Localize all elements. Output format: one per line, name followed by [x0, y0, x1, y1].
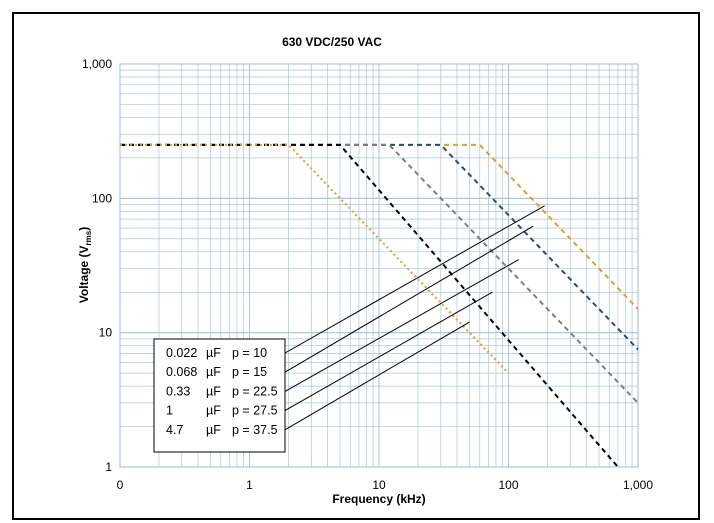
x-tick-label: 100 [498, 478, 518, 492]
legend: 0.022 µF p = 10 0.068 µF p = 15 0.33 µF p = 22.5… [153, 338, 286, 453]
legend-leader-line [284, 225, 534, 373]
legend-leader-line [284, 259, 519, 392]
x-tick-labels: 0 1 10 100 1,000 [117, 478, 654, 492]
x-tick-label: 10 [372, 478, 386, 492]
legend-cap-unit: µF [206, 423, 221, 437]
series-line-3 [120, 143, 639, 404]
legend-box [153, 338, 286, 453]
y-axis-label: Voltage (Vrms) [77, 227, 93, 303]
legend-leader-line [284, 291, 493, 412]
legend-cap-unit: µF [206, 404, 221, 418]
y-tick-label: 10 [99, 326, 113, 340]
series-lines [120, 143, 639, 468]
legend-cap-value: 1 [166, 404, 173, 418]
legend-cap-unit: µF [206, 346, 221, 360]
legend-pitch: p = 10 [232, 346, 267, 360]
x-tick-label: 1,000 [623, 478, 653, 492]
series-line-4 [120, 143, 619, 468]
legend-leader-line [284, 321, 470, 431]
legend-leader-line [284, 205, 545, 354]
x-tick-label: 1 [246, 478, 253, 492]
x-axis-label: Frequency (kHz) [332, 492, 425, 506]
series-line-5 [120, 143, 510, 374]
legend-pitch: p = 37.5 [232, 423, 278, 437]
chart-frame: 630 VDC/250 VAC 0 1 10 100 1,000 1 10 100 1,000… [12, 12, 700, 520]
legend-cap-unit: µF [206, 365, 221, 379]
legend-cap-unit: µF [206, 384, 221, 398]
plot-area [119, 63, 639, 468]
legend-cap-value: 4.7 [166, 423, 183, 437]
legend-cap-value: 0.022 [166, 346, 197, 360]
y-tick-label: 100 [92, 191, 112, 205]
y-tick-label: 1 [105, 460, 112, 474]
y-tick-labels: 1 10 100 1,000 [82, 57, 112, 474]
x-tick-label: 0 [117, 478, 124, 492]
legend-pitch: p = 22.5 [232, 384, 278, 398]
legend-cap-value: 0.33 [166, 384, 190, 398]
legend-pitch: p = 27.5 [232, 404, 278, 418]
grid [119, 63, 639, 468]
legend-pitch: p = 15 [232, 365, 267, 379]
y-tick-label: 1,000 [82, 57, 112, 71]
chart-svg: 630 VDC/250 VAC 0 1 10 100 1,000 1101001,000… [77, 35, 654, 506]
legend-cap-value: 0.068 [166, 365, 197, 379]
legend-leader-lines [284, 205, 545, 431]
chart-title: 630 VDC/250 VAC [282, 35, 382, 49]
